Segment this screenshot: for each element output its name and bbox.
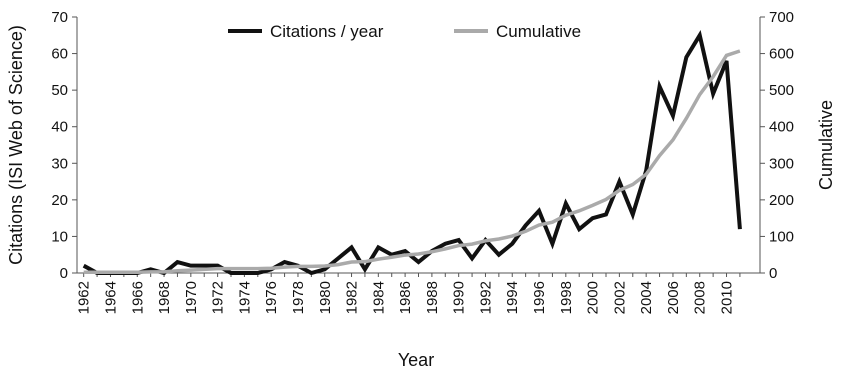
y-tick-label: 0 [60, 265, 68, 282]
y2-tick-label: 400 [769, 119, 794, 136]
x-tick-label: 1980 [317, 281, 334, 314]
x-tick-label: 1994 [504, 281, 521, 314]
y-tick-label: 20 [51, 192, 68, 209]
x-tick-label: 1996 [531, 281, 548, 314]
x-tick-label: 1992 [477, 281, 494, 314]
axes [76, 17, 761, 274]
x-tick-label: 2010 [719, 281, 736, 314]
y2-tick-label: 500 [769, 82, 794, 99]
y-tick-label: 40 [51, 119, 68, 136]
x-tick-label: 2008 [692, 281, 709, 314]
y2-tick-label: 0 [769, 265, 777, 282]
x-tick-label: 1990 [451, 281, 468, 314]
x-tick-label: 1998 [558, 281, 575, 314]
x-tick-label: 1976 [263, 281, 280, 314]
x-tick-label: 1988 [424, 281, 441, 314]
x-tick-label: 1982 [344, 281, 361, 314]
y2-tick-label: 700 [769, 9, 794, 26]
x-tick-label: 2000 [585, 281, 602, 314]
x-tick-label: 2004 [638, 281, 655, 314]
ticks: 0102030405060700100200300400500600700196… [51, 9, 794, 314]
series-layer [82, 30, 742, 276]
y2-tick-label: 600 [769, 46, 794, 63]
y2-tick-label: 300 [769, 155, 794, 172]
y2-tick-label: 200 [769, 192, 794, 209]
x-tick-label: 1964 [102, 281, 119, 314]
y-tick-label: 60 [51, 46, 68, 63]
x-tick-label: 2006 [665, 281, 682, 314]
x-tick-label: 1962 [76, 281, 93, 314]
y-axis-title: Citations (ISI Web of Science) [6, 25, 26, 265]
x-tick-label: 1978 [290, 281, 307, 314]
x-tick-label: 1986 [397, 281, 414, 314]
x-tick-label: 1974 [236, 281, 253, 314]
legend-label-cumulative: Cumulative [496, 22, 581, 41]
y2-axis-title: Cumulative [816, 100, 836, 190]
x-tick-label: 1972 [210, 281, 227, 314]
x-tick-label: 1966 [129, 281, 146, 314]
series-line-cumulative [83, 49, 741, 275]
x-tick-label: 1968 [156, 281, 173, 314]
legend-label-citations: Citations / year [270, 22, 384, 41]
y-tick-label: 50 [51, 82, 68, 99]
y-tick-label: 70 [51, 9, 68, 26]
y-tick-label: 10 [51, 228, 68, 245]
x-tick-label: 2002 [611, 281, 628, 314]
series-line-citations-per-year [82, 30, 742, 276]
y2-tick-label: 100 [769, 228, 794, 245]
x-tick-label: 1984 [370, 281, 387, 314]
x-axis-title: Year [398, 350, 434, 370]
x-tick-label: 1970 [183, 281, 200, 314]
legend: Citations / year Cumulative [228, 22, 581, 41]
y-tick-label: 30 [51, 155, 68, 172]
